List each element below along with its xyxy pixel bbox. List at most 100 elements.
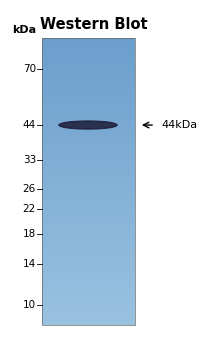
Bar [42,101,134,102]
Bar [42,318,134,319]
Bar [42,211,134,212]
Bar [42,104,134,105]
Bar [42,93,134,94]
Bar [42,80,134,81]
Bar [42,264,134,265]
Bar [42,74,134,75]
Bar [42,237,134,238]
Bar [42,145,134,146]
Bar [42,135,134,136]
Bar [42,56,134,57]
Bar [42,139,134,140]
Text: 10: 10 [23,300,36,310]
Bar [42,239,134,240]
Bar [42,273,134,274]
Bar [42,238,134,239]
Bar [42,316,134,317]
Bar [42,91,134,92]
Bar [42,299,134,300]
Bar [42,283,134,284]
Bar [42,232,134,233]
Bar [42,180,134,181]
Bar [42,275,134,276]
Bar [42,64,134,65]
Bar [42,218,134,219]
Bar [42,110,134,111]
Bar [42,176,134,177]
Bar [42,215,134,216]
Text: 70: 70 [23,64,36,73]
Bar [42,235,134,236]
Bar [42,137,134,139]
Bar [42,254,134,255]
Bar [42,293,134,294]
Bar [42,144,134,145]
Bar [42,242,134,243]
Bar [42,255,134,256]
Bar [42,226,134,227]
Text: Western Blot: Western Blot [40,17,147,32]
Bar [42,114,134,115]
Text: 44: 44 [23,120,36,130]
Bar [42,82,134,83]
Bar [42,141,134,142]
Bar [42,115,134,116]
Bar [42,282,134,283]
Bar [42,65,134,66]
Bar [42,240,134,241]
Bar [42,319,134,320]
Text: kDa: kDa [12,25,36,35]
Bar [42,285,134,286]
Bar [42,298,134,299]
Bar [42,150,134,151]
Bar [42,277,134,278]
Bar [42,154,134,155]
Bar [42,164,134,165]
Bar [42,113,134,114]
Bar [42,280,134,281]
Bar [42,133,134,134]
Bar [42,244,134,245]
Bar [42,151,134,152]
Bar [42,108,134,109]
Bar [42,73,134,74]
Bar [42,106,134,107]
Bar [42,111,134,112]
Bar [42,231,134,232]
Bar [42,175,134,176]
Bar [42,259,134,260]
Bar [42,158,134,159]
Bar [42,96,134,97]
Bar [42,201,134,202]
Bar [42,68,134,69]
Bar [42,134,134,135]
Bar [42,213,134,214]
Bar [42,182,134,183]
Bar [42,157,134,158]
Bar [42,261,134,262]
Bar [42,204,134,205]
Bar [42,309,134,310]
Bar [42,317,134,318]
Bar [42,123,134,124]
Bar [42,178,134,179]
Bar [42,148,134,149]
Bar [42,322,134,323]
Bar [42,167,134,168]
Bar [42,132,134,133]
Bar [42,205,134,206]
Bar [42,125,134,126]
Bar [42,189,134,190]
Bar [42,171,134,172]
Bar [42,43,134,44]
Bar [42,177,134,178]
Bar [42,301,134,302]
Bar [42,42,134,43]
Bar [42,147,134,148]
Bar [42,120,134,121]
Bar [42,117,134,118]
Bar [42,252,134,253]
Bar [42,143,134,144]
Text: 33: 33 [23,155,36,165]
Bar [42,262,134,263]
